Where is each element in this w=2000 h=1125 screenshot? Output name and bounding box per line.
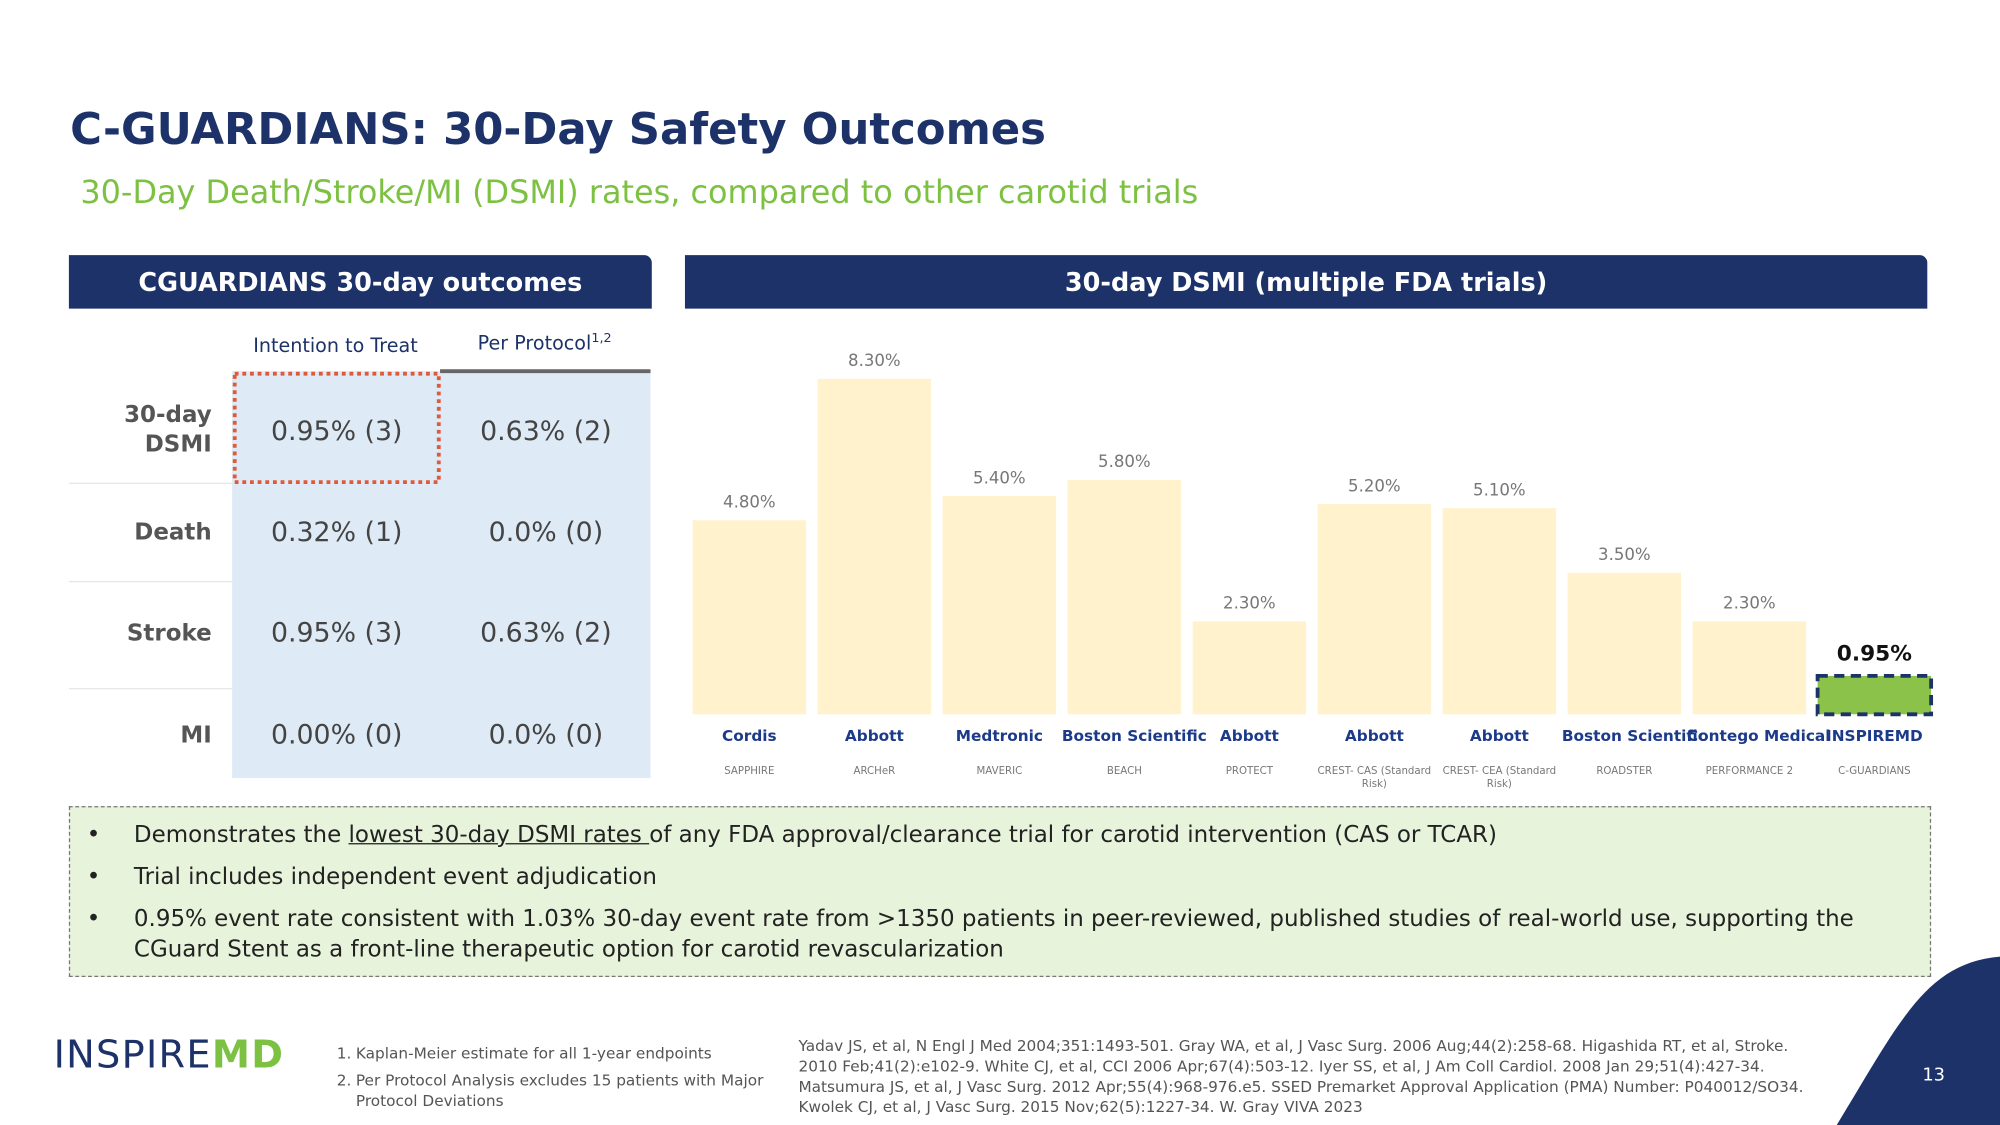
x-tick-label: CREST- CAS (Standard Risk)	[1317, 765, 1432, 790]
sponsor-label: Abbott	[1469, 727, 1529, 745]
bullet-box: Demonstrates the lowest 30-day DSMI rate…	[68, 806, 1932, 978]
column-header: Intention to Treat	[253, 334, 418, 358]
sponsor-label: Boston Scientific	[1061, 727, 1207, 745]
sponsor-label: INSPIREMD	[1826, 727, 1923, 745]
footnote-number: 1.	[336, 1044, 352, 1063]
value-label: 0.95%	[1837, 642, 1912, 667]
x-tick-label: ROADSTER	[1596, 765, 1653, 777]
bar	[1692, 621, 1807, 715]
table-cell: 0.63% (2)	[480, 415, 612, 447]
footnote: 2. Per Protocol Analysis excludes 15 pati…	[337, 1070, 771, 1111]
logo-accent: MD	[211, 1033, 285, 1078]
x-tick-label: SAPPHIRE	[724, 765, 775, 777]
references: Yadav JS, et al, N Engl J Med 2004;351:1…	[798, 1036, 1804, 1117]
table-cell: 0.95% (3)	[270, 617, 403, 648]
x-tick-label: PERFORMANCE 2	[1705, 765, 1794, 777]
table-body	[232, 371, 651, 779]
value-label: 5.80%	[1098, 452, 1151, 471]
superscript: 1,2	[591, 331, 612, 346]
x-tick-label: PROTECT	[1225, 765, 1274, 777]
column-header-text: Per Protocol	[477, 331, 592, 355]
sponsor-label: Boston Scientific	[1561, 727, 1707, 745]
table-cell: 0.95% (3)	[270, 415, 403, 447]
bullet: 0.95% event rate consistent with 1.03% 3…	[87, 904, 1866, 965]
table-cell: 0.0% (0)	[488, 516, 604, 548]
value-label: 2.30%	[1723, 594, 1776, 613]
footnote-number: 2.	[336, 1071, 352, 1090]
value-label: 2.30%	[1223, 594, 1276, 613]
x-tick-label: ARCHeR	[853, 765, 896, 777]
x-tick-label: MAVERIC	[976, 765, 1023, 777]
value-label: 4.80%	[723, 493, 776, 512]
table-cell: 0.0% (0)	[488, 719, 604, 750]
bullet: Trial includes independent event adjudic…	[87, 862, 1866, 893]
bullet: Demonstrates the lowest 30-day DSMI rate…	[87, 820, 1866, 851]
row-label: MI	[180, 721, 212, 749]
logo: INSPIREMD	[54, 1033, 285, 1078]
sponsor-label: Abbott	[1344, 727, 1404, 745]
bar	[942, 496, 1057, 715]
x-tick-label: BEACH	[1106, 765, 1142, 777]
x-tick-label: CREST- CEA (Standard Risk)	[1442, 765, 1557, 790]
table-header: CGUARDIANS 30-day outcomes	[68, 255, 652, 309]
column-header: Per Protocol1,2	[443, 332, 647, 355]
table-cell: 0.63% (2)	[480, 617, 612, 648]
value-label: 5.10%	[1473, 480, 1526, 499]
chart-title: 30-day DSMI (multiple FDA trials)	[684, 255, 1928, 309]
bar	[1442, 508, 1557, 715]
row-label: Stroke	[126, 619, 212, 647]
sponsor-label: Abbott	[844, 727, 904, 745]
bar	[1815, 673, 1934, 717]
bullet-text: of any FDA approval/clearance trial for …	[649, 821, 1497, 849]
logo-text: INSPIRE	[53, 1033, 212, 1078]
subtitle: 30-Day Death/Stroke/MI (DSMI) rates, com…	[80, 173, 1199, 211]
sponsor-label: Cordis	[722, 727, 777, 745]
footnotes: 1. Kaplan-Meier estimate for all 1-year e…	[337, 1043, 771, 1117]
bar	[1567, 572, 1682, 715]
bar	[1067, 479, 1182, 715]
sponsor-label: Contego Medical	[1686, 727, 1831, 745]
footnote-text: Kaplan-Meier estimate for all 1-year end…	[355, 1044, 712, 1063]
value-label: 5.20%	[1348, 476, 1401, 495]
sponsor-label: Abbott	[1219, 727, 1279, 745]
footnote-text: Per Protocol Analysis excludes 15 patien…	[355, 1071, 764, 1110]
row-label: 30-day DSMI	[124, 401, 212, 458]
value-label: 5.40%	[973, 468, 1026, 487]
table-cell: 0.32% (1)	[270, 516, 403, 548]
sponsor-label: Medtronic	[955, 727, 1043, 745]
bar	[692, 520, 807, 715]
bar	[817, 378, 932, 715]
page-number: 13	[1922, 1064, 1945, 1085]
table-cell: 0.00% (0)	[270, 719, 403, 750]
bar	[1317, 504, 1432, 715]
title: C-GUARDIANS: 30-Day Safety Outcomes	[70, 104, 1046, 156]
corner-swoosh	[1836, 956, 2000, 1125]
bar	[1192, 621, 1307, 715]
value-label: 8.30%	[848, 351, 901, 370]
footnote: 1. Kaplan-Meier estimate for all 1-year e…	[337, 1043, 771, 1063]
bullet-text: Demonstrates the	[133, 821, 349, 849]
row-label: Death	[134, 519, 212, 546]
value-label: 3.50%	[1598, 545, 1651, 564]
bullet-text: lowest 30-day DSMI rates	[348, 821, 650, 849]
highlight-box	[232, 371, 441, 485]
x-tick-label: C-GUARDIANS	[1838, 765, 1911, 777]
